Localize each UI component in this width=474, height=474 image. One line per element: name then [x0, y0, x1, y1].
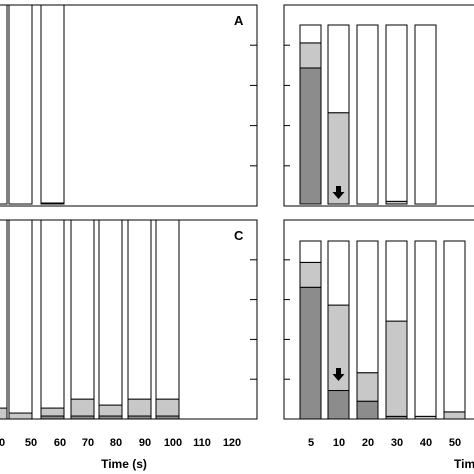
- bar-segment: [70, 398, 95, 417]
- panel-a-yticks: [250, 44, 257, 167]
- x-tick-label: 50: [449, 437, 461, 449]
- panel-d: 5 10 20 30 40 50 Tim: [283, 219, 474, 471]
- bar-segment: [0, 219, 8, 409]
- bar-segment: [299, 24, 322, 44]
- bar-segment: [8, 4, 33, 205]
- panel-c-letter: C: [234, 228, 244, 243]
- panel-b-arrow-icon: [332, 186, 345, 199]
- bar-segment: [299, 42, 322, 69]
- bar-segment: [155, 219, 180, 400]
- x-tick-label: 100: [164, 437, 182, 449]
- x-tick-label: 20: [362, 437, 374, 449]
- bar-segment: [127, 398, 152, 417]
- panel-c-yticks: [250, 259, 257, 380]
- bar-segment: [443, 411, 466, 420]
- panel-a: A: [0, 4, 258, 207]
- bar-segment: [299, 67, 322, 205]
- bar-segment: [8, 219, 33, 414]
- bar-segment: [327, 240, 350, 306]
- x-tick-label: 80: [110, 437, 122, 449]
- arrow-down-icon: [332, 368, 345, 381]
- bar-segment: [40, 4, 65, 204]
- panel-d-arrow-icon: [332, 368, 345, 381]
- arrow-down-icon: [332, 186, 345, 199]
- bar-segment: [0, 4, 8, 205]
- bar-segment: [70, 219, 95, 400]
- bar-segment: [40, 407, 65, 417]
- panel-c-xtick-labels: 0 50 60 70 80 90 100 110 120: [0, 437, 241, 449]
- bar-segment: [385, 24, 408, 202]
- bar-segment: [0, 407, 8, 420]
- panel-d-xtick-labels: 5 10 20 30 40 50: [308, 437, 461, 449]
- x-tick-label: 10: [333, 437, 345, 449]
- panel-c: C 0 50 60 70 80 90 100 110 120 Time (s): [0, 219, 258, 471]
- x-tick-label: 30: [391, 437, 403, 449]
- x-tick-label: 60: [54, 437, 66, 449]
- bar-segment: [299, 286, 322, 420]
- panel-d-xlabel: Tim: [454, 457, 474, 471]
- panel-b: [283, 4, 474, 207]
- x-tick-label: 70: [82, 437, 94, 449]
- x-tick-label: 90: [139, 437, 151, 449]
- bar-segment: [414, 240, 437, 417]
- panel-d-bars: [299, 240, 466, 420]
- x-tick-label: 110: [193, 437, 211, 449]
- bar-segment: [443, 240, 466, 413]
- panel-c-xlabel: Time (s): [101, 457, 147, 471]
- x-tick-label: 120: [223, 437, 241, 449]
- bar-segment: [299, 261, 322, 288]
- x-tick-label: 50: [25, 437, 37, 449]
- bar-segment: [356, 372, 379, 402]
- panel-a-letter: A: [234, 13, 244, 28]
- bar-segment: [155, 398, 180, 417]
- bar-segment: [356, 24, 379, 205]
- bar-segment: [8, 412, 33, 420]
- bar-segment: [40, 219, 65, 409]
- panel-b-yticks: [284, 44, 290, 167]
- x-tick-label: 5: [308, 437, 314, 449]
- panel-a-frame: [0, 4, 258, 207]
- bar-segment: [385, 240, 408, 322]
- bar-segment: [299, 240, 322, 263]
- panel-b-bars: [299, 24, 437, 205]
- bar-segment: [327, 24, 350, 114]
- x-tick-label: 0: [0, 437, 5, 449]
- bar-segment: [385, 320, 408, 417]
- bar-segment: [327, 390, 350, 420]
- bar-segment: [356, 400, 379, 420]
- bar-segment: [414, 24, 437, 205]
- bar-segment: [127, 219, 152, 400]
- panel-d-frame: [283, 219, 474, 420]
- panel-b-frame: [283, 4, 474, 207]
- panel-c-bars: [0, 219, 180, 420]
- bar-segment: [98, 219, 123, 406]
- panel-a-bars: [0, 4, 65, 205]
- bar-segment: [98, 404, 123, 417]
- x-tick-label: 40: [420, 437, 432, 449]
- panel-d-yticks: [284, 259, 290, 380]
- bar-segment: [356, 240, 379, 374]
